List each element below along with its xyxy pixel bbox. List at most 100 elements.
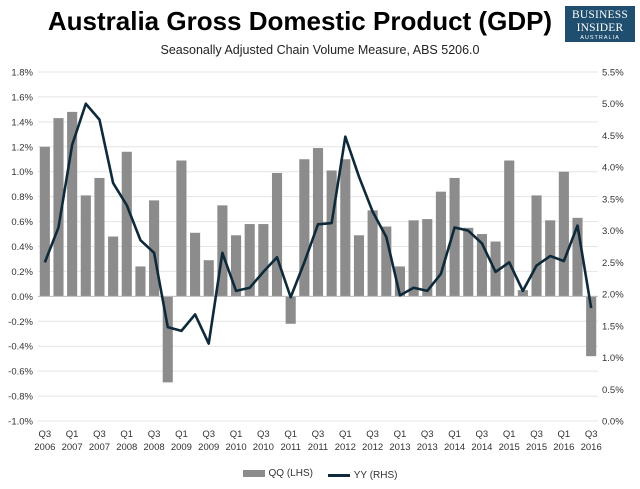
qq-bar (285, 296, 296, 324)
qq-bar (476, 234, 487, 297)
qq-bar (217, 205, 228, 297)
left-tick-label: -0.2% (8, 317, 33, 328)
qq-bar (244, 224, 255, 297)
left-tick-label: -0.4% (8, 342, 33, 353)
x-tick-quarter: Q1 (175, 429, 188, 440)
right-tick-label: 0.5% (602, 385, 624, 396)
x-tick-year: 2011 (308, 442, 328, 453)
x-tick-year: 2016 (581, 442, 602, 453)
qq-bar (381, 226, 392, 297)
qq-bar (504, 160, 515, 297)
qq-bar (367, 210, 378, 297)
qq-bar (312, 148, 324, 297)
legend-item-qq: QQ (LHS) (242, 468, 313, 479)
qq-bar (408, 220, 419, 297)
x-tick-quarter: Q3 (421, 429, 434, 440)
qq-bar (39, 146, 50, 297)
left-tick-label: 1.6% (11, 92, 33, 103)
right-tick-label: 4.0% (602, 163, 624, 174)
qq-bar (517, 290, 528, 297)
x-tick-year: 2013 (417, 442, 438, 453)
chart-subtitle: Seasonally Adjusted Chain Volume Measure… (160, 43, 480, 57)
legend-label-yy: YY (RHS) (353, 470, 398, 481)
x-tick-quarter: Q3 (530, 429, 543, 440)
qq-bar (149, 200, 160, 297)
qq-bar (190, 232, 201, 297)
qq-bar (463, 227, 474, 297)
left-tick-label: 0.2% (11, 267, 33, 278)
x-tick-year: 2014 (471, 442, 492, 453)
logo-line-3: AUSTRALIA (580, 35, 620, 41)
qq-bar (545, 220, 556, 297)
qq-bar (258, 224, 269, 297)
left-tick-label: 0.0% (11, 292, 33, 303)
x-tick-quarter: Q3 (202, 429, 215, 440)
left-tick-label: 1.2% (11, 142, 33, 153)
right-tick-label: 2.5% (602, 258, 624, 269)
right-tick-label: 5.5% (602, 68, 624, 79)
legend-item-yy: YY (RHS) (327, 470, 398, 481)
x-tick-year: 2007 (62, 442, 83, 453)
x-tick-year: 2010 (253, 442, 274, 453)
x-tick-year: 2011 (280, 442, 300, 453)
qq-bar (94, 177, 105, 297)
right-tick-label: 2.0% (602, 290, 624, 301)
x-tick-year: 2009 (171, 442, 192, 453)
right-tick-label: 5.0% (602, 99, 624, 110)
x-tick-year: 2016 (553, 442, 574, 453)
qq-bar (572, 217, 583, 297)
right-tick-label: 0.0% (602, 417, 624, 428)
left-tick-label: 0.8% (11, 192, 33, 203)
qq-bar (326, 170, 337, 297)
left-axis-labels: 1.8% 1.6% 1.4% 1.2% 1.0% 0.8% 0.6% 0.4% 0.2% 0.0%… (8, 68, 33, 428)
qq-bar (53, 118, 64, 297)
x-tick-year: 2015 (526, 442, 547, 453)
legend-label-qq: QQ (LHS) (268, 468, 313, 479)
x-tick-quarter: Q3 (38, 429, 51, 440)
qq-bar (299, 159, 310, 297)
qq-bar (531, 195, 542, 297)
x-tick-quarter: Q1 (66, 429, 79, 440)
x-tick-quarter: Q1 (120, 429, 133, 440)
x-axis-labels: Q3 2006 Q1 2007 Q3 2007 Q1 2008 Q3 2008 Q1 2009 Q3 20… (34, 429, 601, 453)
qq-bar (353, 235, 365, 297)
left-tick-label: -0.6% (8, 367, 33, 378)
right-tick-label: 4.5% (602, 131, 624, 142)
x-tick-quarter: Q3 (585, 429, 598, 440)
x-tick-quarter: Q1 (339, 429, 352, 440)
left-tick-label: -0.8% (8, 392, 33, 403)
qq-bar (162, 296, 173, 383)
legend: QQ (LHS) YY (RHS) (0, 468, 640, 481)
right-tick-label: 3.0% (602, 226, 624, 237)
chart-title: Australia Gross Domestic Product (GDP) (47, 6, 553, 36)
x-tick-year: 2015 (499, 442, 520, 453)
x-tick-year: 2009 (198, 442, 219, 453)
x-tick-quarter: Q1 (448, 429, 461, 440)
qq-bar (586, 296, 597, 357)
x-tick-year: 2008 (144, 442, 165, 453)
x-tick-year: 2006 (34, 442, 55, 453)
x-tick-quarter: Q1 (284, 429, 297, 440)
left-tick-label: 0.4% (11, 242, 33, 253)
right-tick-label: 1.0% (602, 353, 624, 364)
x-tick-year: 2008 (116, 442, 137, 453)
left-tick-label: -1.0% (8, 417, 33, 428)
left-tick-label: 1.4% (11, 117, 33, 128)
left-tick-label: 1.0% (11, 167, 33, 178)
qq-bar (203, 260, 214, 297)
logo-line-2: INSIDER (576, 21, 624, 34)
x-tick-quarter: Q1 (230, 429, 243, 440)
qq-bar (271, 172, 283, 297)
left-tick-label: 1.8% (11, 68, 33, 79)
x-tick-quarter: Q3 (148, 429, 161, 440)
qq-bar (394, 266, 406, 297)
qq-bar (121, 151, 132, 297)
x-tick-year: 2007 (89, 442, 110, 453)
qq-bar (67, 111, 78, 297)
x-tick-year: 2010 (225, 442, 246, 453)
qq-bar (176, 160, 187, 297)
logo-line-1: BUSINESS (572, 9, 628, 21)
x-tick-year: 2013 (389, 442, 410, 453)
qq-bar (80, 195, 91, 297)
qq-bar (135, 266, 146, 297)
